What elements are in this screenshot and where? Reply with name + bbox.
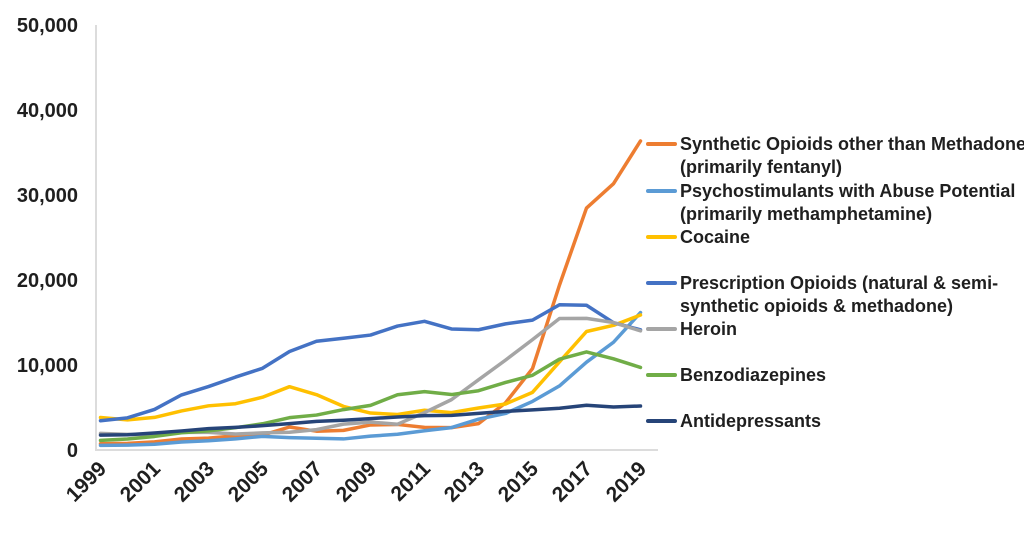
series-line-cocaine: [98, 313, 643, 422]
y-axis-tick-label: 40,000: [17, 100, 78, 122]
x-axis-tick-label: 2003: [170, 457, 219, 506]
y-axis-tick-label: 20,000: [17, 270, 78, 292]
y-axis-tick-label: 50,000: [17, 15, 78, 37]
x-axis-tick-label: 2017: [548, 457, 597, 506]
series-line-prescription-opioids: [98, 303, 643, 423]
x-axis-tick-label: 2019: [602, 457, 651, 506]
series-line-benzodiazepines: [98, 350, 643, 443]
series-line-antidepressants: [98, 403, 643, 437]
y-axis-tick-label: 30,000: [17, 185, 78, 207]
y-axis-tick-label: 10,000: [17, 355, 78, 377]
series-line-psychostimulants: [98, 310, 643, 448]
x-axis-tick-label: 1999: [62, 457, 111, 506]
x-axis-tick-label: 2007: [278, 457, 327, 506]
y-axis-tick-label: 0: [67, 440, 78, 462]
x-axis-tick-label: 2013: [440, 457, 489, 506]
x-axis-tick-label: 2005: [224, 457, 274, 507]
series-line-synthetic-opioids: [98, 139, 643, 446]
x-axis-tick-label: 2015: [494, 457, 544, 507]
x-axis-tick-label: 2001: [116, 457, 166, 507]
x-axis-tick-label: 2011: [387, 457, 436, 506]
x-axis-tick-label: 2009: [332, 457, 381, 506]
